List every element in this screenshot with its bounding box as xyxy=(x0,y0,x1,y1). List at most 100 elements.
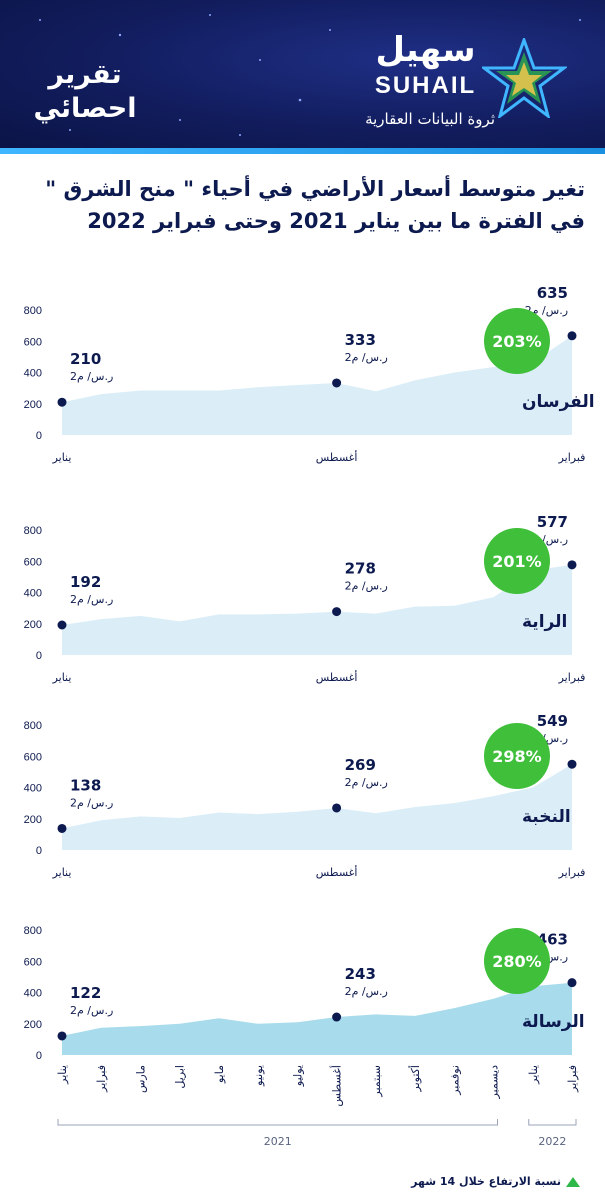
data-label-value: 577 xyxy=(537,513,568,531)
x-tick-label: سبتمبر xyxy=(370,1065,383,1098)
area-series xyxy=(62,564,572,655)
triangle-up-icon xyxy=(566,1177,580,1187)
data-label-unit: ر.س/ م2 xyxy=(525,304,568,317)
chart-alfursan: 0 200 400 600 800 يناير أغسطس فبراير 210 ر.س/ م2 3… xyxy=(0,255,605,470)
x-tick-label: ديسمبر xyxy=(488,1065,501,1100)
y-tick-label: 0 xyxy=(36,845,42,857)
area-series xyxy=(62,982,572,1055)
x-tick-label: يناير xyxy=(527,1065,540,1085)
data-label-value: 278 xyxy=(345,560,376,578)
chart-alraya: 0 200 400 600 800 يناير أغسطس فبراير 192 ر.س/ م2 2… xyxy=(0,475,605,690)
y-tick-label: 600 xyxy=(24,956,42,968)
x-tick-label: أكتوبر xyxy=(408,1065,422,1092)
y-tick-label: 800 xyxy=(24,720,42,732)
star-logo-icon xyxy=(482,38,567,118)
report-label-line1: تقرير xyxy=(48,59,122,90)
data-label-unit: ر.س/ م2 xyxy=(345,580,388,593)
change-badge-value: 203% xyxy=(492,332,541,351)
change-badge-value: 280% xyxy=(492,952,541,971)
x-tick-label: يناير xyxy=(52,451,72,464)
change-badge-value: 298% xyxy=(492,747,541,766)
year-bracket xyxy=(528,1119,577,1126)
change-badge xyxy=(484,308,550,374)
change-badge xyxy=(484,528,550,594)
data-point xyxy=(567,978,577,988)
x-tick-label: يناير xyxy=(52,866,72,879)
y-tick-label: 0 xyxy=(36,650,42,662)
y-tick-label: 200 xyxy=(24,399,42,411)
data-point xyxy=(57,397,67,407)
x-tick-label: يونيو xyxy=(252,1065,265,1087)
x-tick-label: أغسطس xyxy=(316,450,358,464)
series-label: الرسالة xyxy=(522,1012,585,1032)
y-tick-label: 600 xyxy=(24,556,42,568)
x-tick-label: فبراير xyxy=(95,1065,108,1093)
data-label-value: 635 xyxy=(537,284,568,302)
data-label-value: 138 xyxy=(70,776,101,794)
data-label-unit: ر.س/ م2 xyxy=(70,1004,113,1017)
data-point xyxy=(57,823,67,833)
series-label: الفرسان xyxy=(522,392,595,412)
data-label-value: 243 xyxy=(345,965,376,983)
y-tick-label: 800 xyxy=(24,525,42,537)
y-tick-label: 200 xyxy=(24,814,42,826)
brand-name-english: SUHAIL xyxy=(374,72,477,99)
report-type-label: تقرير احصائي xyxy=(30,58,140,126)
footer-note: نسبة الارتفاع خلال 14 شهر xyxy=(411,1175,561,1188)
title-line1: تغير متوسط أسعار الأراضي في أحياء " منح … xyxy=(45,177,585,201)
x-tick-label: نوفمبر xyxy=(448,1065,461,1096)
data-label-unit: ر.س/ م2 xyxy=(345,776,388,789)
data-point xyxy=(332,607,342,617)
chart-svg: 0 200 400 600 800 يناير فبراير مارس ابريل مايو يون… xyxy=(24,925,585,1148)
x-tick-label: فبراير xyxy=(566,1065,579,1093)
data-label-value: 549 xyxy=(537,712,568,730)
series-label: النخبة xyxy=(522,807,571,827)
data-point xyxy=(332,1012,342,1022)
chart-svg: 0 200 400 600 800 يناير أغسطس فبراير 210 ر.س/ م2 3… xyxy=(24,284,595,464)
data-label-value: 333 xyxy=(345,331,376,349)
change-badge xyxy=(484,723,550,789)
data-label-value: 192 xyxy=(70,573,101,591)
header-accent-band xyxy=(0,148,605,154)
data-point xyxy=(567,560,577,570)
y-tick-label: 0 xyxy=(36,430,42,442)
y-tick-label: 400 xyxy=(24,783,42,795)
x-tick-label: يناير xyxy=(52,671,72,684)
data-label-value: 269 xyxy=(345,756,376,774)
data-label-unit: ر.س/ م2 xyxy=(70,593,113,606)
report-title: تغير متوسط أسعار الأراضي في أحياء " منح … xyxy=(20,173,585,237)
x-tick-label: يناير xyxy=(56,1065,69,1085)
change-badge-value: 201% xyxy=(492,552,541,571)
y-tick-label: 400 xyxy=(24,588,42,600)
starfield-background xyxy=(39,14,581,136)
chart-svg: 0 200 400 600 800 يناير أغسطس فبراير 138 ر.س/ م2 2… xyxy=(24,712,586,879)
data-label-value: 122 xyxy=(70,984,101,1002)
report-label-line2: احصائي xyxy=(33,93,137,124)
change-badge xyxy=(484,928,550,994)
data-label-unit: ر.س/ م2 xyxy=(70,796,113,809)
report-header: تقرير احصائي سهيل SUHAIL ثروة البيانات ا… xyxy=(0,0,605,148)
year-bracket xyxy=(57,1119,499,1126)
y-tick-label: 600 xyxy=(24,336,42,348)
y-tick-label: 200 xyxy=(24,1019,42,1031)
area-series xyxy=(62,764,572,850)
x-tick-label: أغسطس xyxy=(330,1065,344,1107)
y-tick-label: 800 xyxy=(24,305,42,317)
x-tick-label: مارس xyxy=(134,1065,147,1093)
x-tick-label: فبراير xyxy=(558,451,586,464)
year-label: 2022 xyxy=(538,1135,566,1148)
x-tick-label: أغسطس xyxy=(316,865,358,879)
series-label: الراية xyxy=(522,612,567,632)
y-tick-label: 400 xyxy=(24,988,42,1000)
data-label-unit: ر.س/ م2 xyxy=(345,351,388,364)
y-tick-label: 200 xyxy=(24,619,42,631)
title-line2: في الفترة ما بين يناير 2021 وحتى فبراير … xyxy=(87,209,585,233)
x-tick-label: مايو xyxy=(213,1065,226,1084)
x-tick-label: أغسطس xyxy=(316,670,358,684)
data-point xyxy=(567,331,577,341)
y-tick-label: 600 xyxy=(24,751,42,763)
data-point xyxy=(57,620,67,630)
year-label: 2021 xyxy=(264,1135,292,1148)
data-point xyxy=(332,378,342,388)
data-point xyxy=(57,1031,67,1041)
